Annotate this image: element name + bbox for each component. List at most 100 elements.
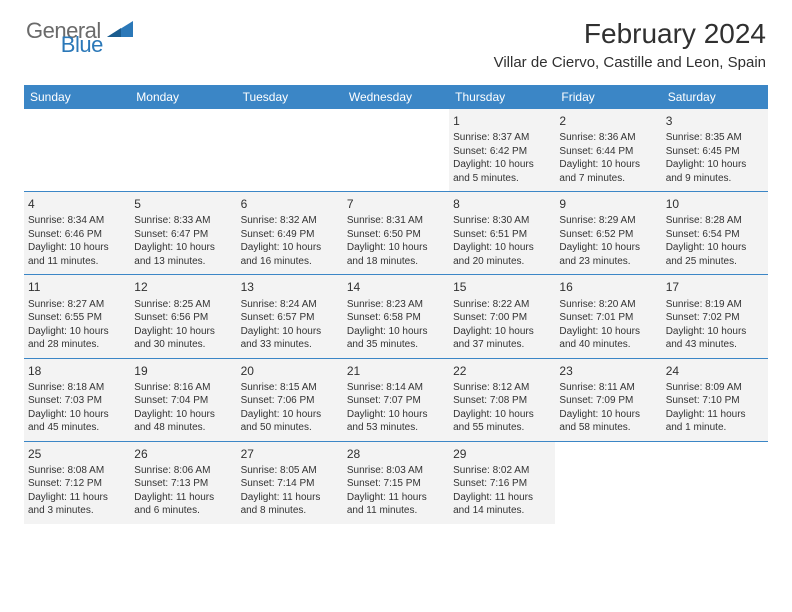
location-text: Villar de Ciervo, Castille and Leon, Spa… [494, 54, 766, 71]
day-number: 2 [559, 113, 657, 129]
sunset-line: Sunset: 7:08 PM [453, 394, 551, 408]
daylight-line: Daylight: 10 hours and 9 minutes. [666, 158, 764, 185]
day-number: 10 [666, 196, 764, 212]
day-number: 16 [559, 279, 657, 295]
sunset-line: Sunset: 7:02 PM [666, 311, 764, 325]
sunset-line: Sunset: 6:51 PM [453, 228, 551, 242]
day-cell: 18Sunrise: 8:18 AMSunset: 7:03 PMDayligh… [24, 359, 130, 441]
day-cell: 7Sunrise: 8:31 AMSunset: 6:50 PMDaylight… [343, 192, 449, 274]
daylight-line: Daylight: 10 hours and 13 minutes. [134, 241, 232, 268]
dow-cell: Tuesday [237, 85, 343, 109]
sunrise-line: Sunrise: 8:16 AM [134, 381, 232, 395]
daylight-line: Daylight: 11 hours and 1 minute. [666, 408, 764, 435]
day-number: 29 [453, 446, 551, 462]
sunset-line: Sunset: 7:14 PM [241, 477, 339, 491]
sunrise-line: Sunrise: 8:12 AM [453, 381, 551, 395]
day-cell: 20Sunrise: 8:15 AMSunset: 7:06 PMDayligh… [237, 359, 343, 441]
sunrise-line: Sunrise: 8:24 AM [241, 298, 339, 312]
sunset-line: Sunset: 7:10 PM [666, 394, 764, 408]
sunrise-line: Sunrise: 8:32 AM [241, 214, 339, 228]
daylight-line: Daylight: 10 hours and 55 minutes. [453, 408, 551, 435]
sunset-line: Sunset: 7:03 PM [28, 394, 126, 408]
day-cell: 13Sunrise: 8:24 AMSunset: 6:57 PMDayligh… [237, 275, 343, 357]
sunrise-line: Sunrise: 8:33 AM [134, 214, 232, 228]
day-number: 20 [241, 363, 339, 379]
daylight-line: Daylight: 10 hours and 35 minutes. [347, 325, 445, 352]
logo-triangle-icon [107, 19, 137, 44]
dow-cell: Sunday [24, 85, 130, 109]
day-cell: 8Sunrise: 8:30 AMSunset: 6:51 PMDaylight… [449, 192, 555, 274]
day-number: 26 [134, 446, 232, 462]
daylight-line: Daylight: 11 hours and 6 minutes. [134, 491, 232, 518]
day-number: 4 [28, 196, 126, 212]
daylight-line: Daylight: 10 hours and 53 minutes. [347, 408, 445, 435]
dow-cell: Wednesday [343, 85, 449, 109]
sunrise-line: Sunrise: 8:36 AM [559, 131, 657, 145]
sunset-line: Sunset: 6:45 PM [666, 145, 764, 159]
day-cell [130, 109, 236, 191]
day-number: 22 [453, 363, 551, 379]
sunrise-line: Sunrise: 8:09 AM [666, 381, 764, 395]
sunrise-line: Sunrise: 8:11 AM [559, 381, 657, 395]
week-row: 1Sunrise: 8:37 AMSunset: 6:42 PMDaylight… [24, 109, 768, 191]
sunrise-line: Sunrise: 8:23 AM [347, 298, 445, 312]
daylight-line: Daylight: 10 hours and 7 minutes. [559, 158, 657, 185]
day-cell: 11Sunrise: 8:27 AMSunset: 6:55 PMDayligh… [24, 275, 130, 357]
week-row: 11Sunrise: 8:27 AMSunset: 6:55 PMDayligh… [24, 274, 768, 357]
sunset-line: Sunset: 6:49 PM [241, 228, 339, 242]
day-cell [237, 109, 343, 191]
day-number: 7 [347, 196, 445, 212]
day-number: 8 [453, 196, 551, 212]
weeks-container: 1Sunrise: 8:37 AMSunset: 6:42 PMDaylight… [24, 109, 768, 524]
day-number: 12 [134, 279, 232, 295]
day-number: 5 [134, 196, 232, 212]
sunrise-line: Sunrise: 8:18 AM [28, 381, 126, 395]
day-cell: 15Sunrise: 8:22 AMSunset: 7:00 PMDayligh… [449, 275, 555, 357]
day-number: 13 [241, 279, 339, 295]
dow-cell: Monday [130, 85, 236, 109]
daylight-line: Daylight: 10 hours and 5 minutes. [453, 158, 551, 185]
sunrise-line: Sunrise: 8:08 AM [28, 464, 126, 478]
day-cell: 23Sunrise: 8:11 AMSunset: 7:09 PMDayligh… [555, 359, 661, 441]
dow-cell: Saturday [662, 85, 768, 109]
logo-text-blue: Blue [61, 32, 103, 57]
sunset-line: Sunset: 7:16 PM [453, 477, 551, 491]
sunrise-line: Sunrise: 8:03 AM [347, 464, 445, 478]
daylight-line: Daylight: 10 hours and 28 minutes. [28, 325, 126, 352]
calendar: SundayMondayTuesdayWednesdayThursdayFrid… [24, 85, 768, 524]
day-cell: 14Sunrise: 8:23 AMSunset: 6:58 PMDayligh… [343, 275, 449, 357]
sunset-line: Sunset: 6:46 PM [28, 228, 126, 242]
sunset-line: Sunset: 6:54 PM [666, 228, 764, 242]
daylight-line: Daylight: 10 hours and 37 minutes. [453, 325, 551, 352]
day-cell: 25Sunrise: 8:08 AMSunset: 7:12 PMDayligh… [24, 442, 130, 524]
sunrise-line: Sunrise: 8:31 AM [347, 214, 445, 228]
sunrise-line: Sunrise: 8:30 AM [453, 214, 551, 228]
day-cell: 17Sunrise: 8:19 AMSunset: 7:02 PMDayligh… [662, 275, 768, 357]
day-cell: 10Sunrise: 8:28 AMSunset: 6:54 PMDayligh… [662, 192, 768, 274]
day-cell [24, 109, 130, 191]
daylight-line: Daylight: 11 hours and 8 minutes. [241, 491, 339, 518]
daylight-line: Daylight: 10 hours and 43 minutes. [666, 325, 764, 352]
dow-cell: Thursday [449, 85, 555, 109]
day-number: 23 [559, 363, 657, 379]
day-cell: 3Sunrise: 8:35 AMSunset: 6:45 PMDaylight… [662, 109, 768, 191]
sunrise-line: Sunrise: 8:06 AM [134, 464, 232, 478]
day-cell: 26Sunrise: 8:06 AMSunset: 7:13 PMDayligh… [130, 442, 236, 524]
day-cell: 6Sunrise: 8:32 AMSunset: 6:49 PMDaylight… [237, 192, 343, 274]
day-cell: 29Sunrise: 8:02 AMSunset: 7:16 PMDayligh… [449, 442, 555, 524]
title-block: February 2024 Villar de Ciervo, Castille… [494, 18, 766, 71]
week-row: 25Sunrise: 8:08 AMSunset: 7:12 PMDayligh… [24, 441, 768, 524]
daylight-line: Daylight: 11 hours and 3 minutes. [28, 491, 126, 518]
sunrise-line: Sunrise: 8:14 AM [347, 381, 445, 395]
day-number: 25 [28, 446, 126, 462]
day-cell: 28Sunrise: 8:03 AMSunset: 7:15 PMDayligh… [343, 442, 449, 524]
day-number: 18 [28, 363, 126, 379]
sunset-line: Sunset: 6:58 PM [347, 311, 445, 325]
daylight-line: Daylight: 10 hours and 18 minutes. [347, 241, 445, 268]
sunset-line: Sunset: 6:52 PM [559, 228, 657, 242]
sunrise-line: Sunrise: 8:15 AM [241, 381, 339, 395]
sunset-line: Sunset: 7:07 PM [347, 394, 445, 408]
sunrise-line: Sunrise: 8:27 AM [28, 298, 126, 312]
day-cell: 21Sunrise: 8:14 AMSunset: 7:07 PMDayligh… [343, 359, 449, 441]
day-number: 9 [559, 196, 657, 212]
